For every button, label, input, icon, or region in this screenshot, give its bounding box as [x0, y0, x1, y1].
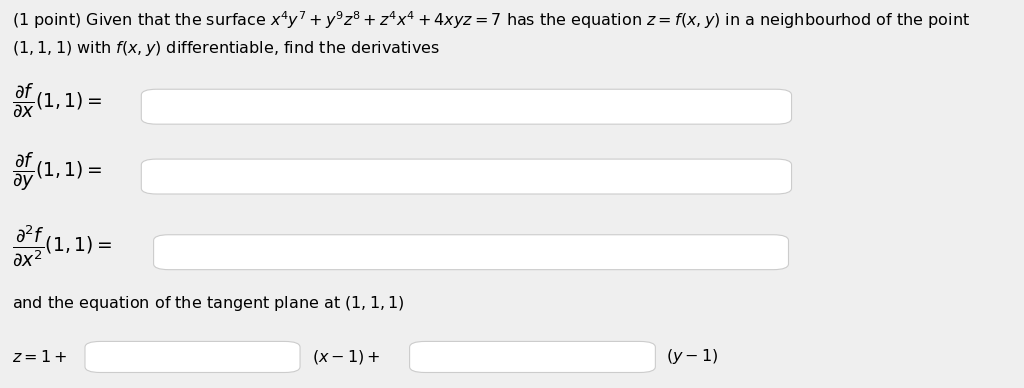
FancyBboxPatch shape [154, 235, 788, 270]
FancyBboxPatch shape [85, 341, 300, 372]
FancyBboxPatch shape [410, 341, 655, 372]
Text: $(y - 1)$: $(y - 1)$ [666, 348, 718, 366]
Text: $\dfrac{\partial f}{\partial y}(1,1) =$: $\dfrac{\partial f}{\partial y}(1,1) =$ [12, 150, 103, 193]
Text: (1 point) Given that the surface $x^4y^7 + y^9z^8 + z^4x^4 + 4xyz = 7$ has the e: (1 point) Given that the surface $x^4y^7… [12, 10, 971, 31]
Text: $(1, 1, 1)$ with $f(x, y)$ differentiable, find the derivatives: $(1, 1, 1)$ with $f(x, y)$ differentiabl… [12, 39, 440, 58]
Text: $\dfrac{\partial^2 f}{\partial x^2}(1,1) =$: $\dfrac{\partial^2 f}{\partial x^2}(1,1)… [12, 224, 113, 269]
Text: $\dfrac{\partial f}{\partial x}(1,1) =$: $\dfrac{\partial f}{\partial x}(1,1) =$ [12, 82, 103, 120]
FancyBboxPatch shape [141, 159, 792, 194]
Text: $(x - 1)+$: $(x - 1)+$ [312, 348, 381, 366]
FancyBboxPatch shape [141, 89, 792, 124]
Text: and the equation of the tangent plane at $(1, 1, 1)$: and the equation of the tangent plane at… [12, 294, 404, 313]
Text: $z = 1+$: $z = 1+$ [12, 349, 68, 365]
